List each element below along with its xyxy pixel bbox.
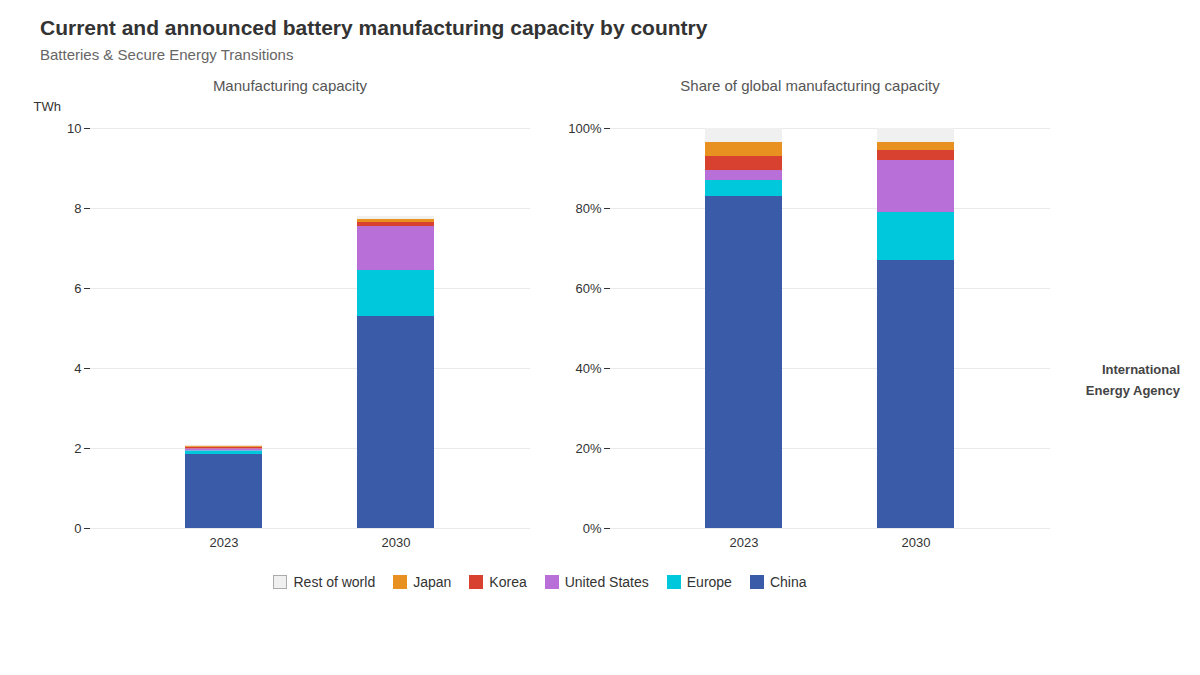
html-text:Batteries & Secure Energy Tran: Batteries & Secure Energy Transitions <box>40 46 294 63</box>
svg-text:2023: 2023 <box>730 535 759 550</box>
svg-text:100%: 100% <box>568 121 602 136</box>
svg-text:60%: 60% <box>575 281 601 296</box>
html-text:Rest of world: Rest of world <box>293 574 376 590</box>
svg-text:20%: 20% <box>575 441 601 456</box>
html-text:Japan: Japan <box>413 574 452 590</box>
svg-text:40%: 40% <box>575 361 601 376</box>
svg-text:8: 8 <box>74 201 81 216</box>
svg-text:0%: 0% <box>583 521 602 536</box>
html-text:Share of global manufacturing: Share of global manufacturing capacity <box>680 77 940 94</box>
svg-text:80%: 80% <box>575 201 601 216</box>
svg-text:2: 2 <box>74 441 81 456</box>
svg-text:0: 0 <box>74 521 81 536</box>
html-text:Korea: Korea <box>489 574 527 590</box>
svg-text:TWh: TWh <box>34 99 61 114</box>
html-text:China: China <box>769 574 807 590</box>
svg-text:2030: 2030 <box>902 535 931 550</box>
svg-text:4: 4 <box>74 361 81 376</box>
svg-text:2023: 2023 <box>210 535 239 550</box>
html-text:Europe: Europe <box>686 574 732 590</box>
svg-text:2030: 2030 <box>382 535 411 550</box>
svg-text:10: 10 <box>67 121 81 136</box>
svg-text:6: 6 <box>74 281 81 296</box>
html-text:Current and announced battery: Current and announced battery manufactur… <box>40 16 708 39</box>
html-text:International Energy Agency: International Energy Agency <box>1085 362 1180 398</box>
html-text:United States: United States <box>564 574 649 590</box>
html-text:Manufacturing capacity: Manufacturing capacity <box>212 77 368 94</box>
